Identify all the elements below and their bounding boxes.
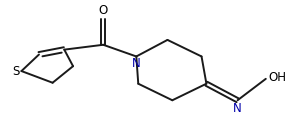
Text: O: O (99, 4, 108, 17)
Text: S: S (12, 65, 20, 78)
Text: OH: OH (269, 71, 287, 84)
Text: N: N (233, 102, 242, 115)
Text: N: N (132, 57, 141, 70)
